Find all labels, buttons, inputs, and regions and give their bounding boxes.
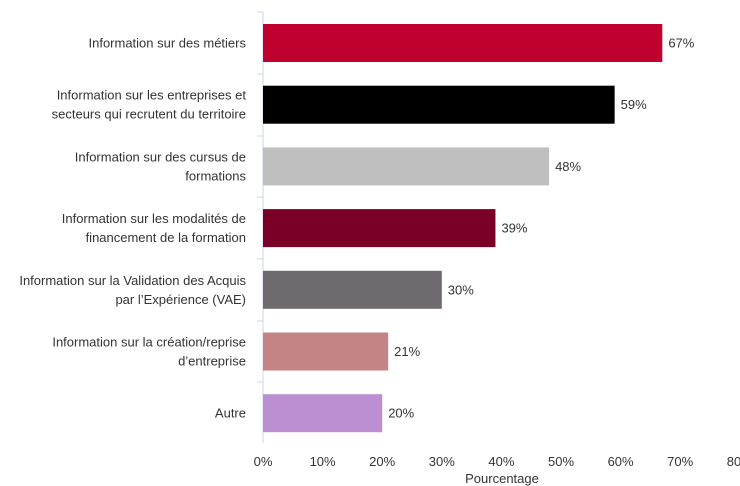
bar	[263, 209, 496, 248]
category-label: Information sur la création/reprise	[52, 335, 246, 350]
bar	[263, 147, 550, 186]
category-label: Information sur des cursus de	[75, 149, 246, 164]
category-label: formations	[185, 168, 246, 183]
category-label: Autre	[215, 406, 246, 421]
bar	[263, 85, 615, 124]
x-tick-label: 50%	[548, 454, 574, 469]
data-label: 20%	[388, 406, 414, 421]
bar	[263, 394, 383, 433]
x-tick-label: 80%	[727, 454, 740, 469]
data-label: 67%	[668, 36, 694, 51]
data-label: 59%	[621, 97, 647, 112]
category-label: Information sur des métiers	[88, 36, 246, 51]
category-label: par l’Expérience (VAE)	[115, 292, 246, 307]
x-tick-label: 0%	[254, 454, 273, 469]
category-label: d’entreprise	[178, 354, 246, 369]
bar	[263, 332, 389, 371]
x-tick-label: 70%	[667, 454, 693, 469]
x-axis-title: Pourcentage	[465, 471, 539, 486]
category-label: Information sur les entreprises et	[57, 88, 247, 103]
category-label: Information sur la Validation des Acquis	[19, 273, 246, 288]
data-label: 21%	[394, 344, 420, 359]
data-label: 30%	[448, 282, 474, 297]
bar	[263, 270, 442, 309]
x-tick-label: 20%	[369, 454, 395, 469]
x-tick-label: 40%	[488, 454, 514, 469]
category-label: financement de la formation	[86, 230, 246, 245]
data-label: 48%	[555, 159, 581, 174]
bar	[263, 24, 663, 62]
x-tick-label: 10%	[310, 454, 336, 469]
category-label: Information sur les modalités de	[62, 211, 246, 226]
category-label: secteurs qui recrutent du territoire	[52, 107, 246, 122]
x-tick-label: 30%	[429, 454, 455, 469]
x-tick-label: 60%	[608, 454, 634, 469]
data-label: 39%	[501, 221, 527, 236]
